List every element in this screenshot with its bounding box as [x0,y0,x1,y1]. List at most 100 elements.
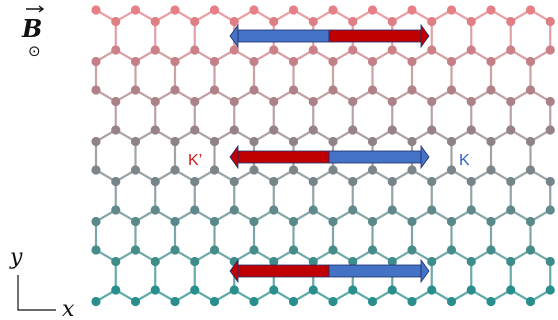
lattice-atom [466,205,476,215]
lattice-atom [427,256,437,267]
lattice-atom [427,176,437,187]
lattice-atom [229,16,239,27]
lattice-atom [427,96,437,107]
out-of-plane-icon: ⊙ [28,42,41,60]
lattice-atom [288,5,299,15]
lattice-atom [209,165,220,175]
lattice-atom [407,216,417,227]
lattice-atom [130,136,141,147]
lattice-atom [150,125,160,135]
lattice-atom [525,85,536,95]
lattice-atom [506,45,516,55]
lattice-atom [190,45,200,55]
lattice-atom [545,16,555,27]
x-axis-label: x [62,297,75,320]
lattice-atom [387,176,397,187]
lattice-atom [486,165,496,175]
lattice-atom [249,245,259,255]
vector-arrow-icon [26,5,45,13]
lattice-atom [190,176,200,187]
lattice-atom [446,136,457,147]
lattice-atom [91,56,101,67]
lattice-atom [308,205,318,215]
lattice-atom [446,245,457,255]
lattice-atom [150,16,160,27]
axes-corner-icon [17,275,56,311]
lattice-atom [170,56,180,67]
lattice-atom [288,245,299,255]
lattice-atom [427,285,437,295]
lattice-atom [466,176,476,187]
lattice-atom [545,205,555,215]
lattice-atom [130,245,141,255]
right-arrowhead-icon [420,144,430,170]
lattice-atom [545,285,555,295]
lattice-atom [269,205,279,215]
lattice-atom [269,96,279,107]
lattice-atom [328,216,338,227]
lattice-atom [446,85,457,95]
lattice-atom [229,45,239,55]
lattice-atom [328,56,338,67]
lattice-atom [249,85,259,95]
lattice-atom [348,16,358,27]
lattice-atom [190,205,200,215]
lattice-atom [308,96,318,107]
lattice-atom [486,85,496,95]
lattice-atom [91,245,101,255]
lattice-atom [328,136,338,147]
lattice-atom [466,256,476,267]
lattice-atom [427,125,437,135]
lattice-atom [111,285,121,295]
lattice-atom [170,296,180,307]
lattice-atom [525,216,536,227]
lattice-atom [348,96,358,107]
magnetic-field-label: B ⊙ [21,5,45,60]
lattice-atom [407,5,417,15]
lattice-atom [545,45,555,55]
lattice-atom [545,125,555,135]
lattice-atom [506,205,516,215]
top-edge-arrows [229,23,430,49]
lattice-atom [249,5,259,15]
lattice-atom [308,125,318,135]
right-arrow-shaft [328,150,422,164]
lattice-atom [150,256,160,267]
lattice-atom [269,176,279,187]
lattice-atom [209,136,220,147]
lattice-atom [209,5,220,15]
lattice-atom [308,45,318,55]
y-axis-label: y [9,245,23,270]
lattice-atom [506,125,516,135]
honeycomb-lattice [91,5,555,307]
lattice-atom [446,165,457,175]
lattice-atom [427,16,437,27]
lattice-atom [348,285,358,295]
lattice-atom [170,136,180,147]
lattice-atom [150,205,160,215]
left-arrow-shaft [237,150,330,164]
lattice-atom [209,296,220,307]
lattice-atom [367,296,378,307]
lattice-atom [525,56,536,67]
left-arrowhead-icon [229,144,239,170]
lattice-atom [111,125,121,135]
lattice-atom [91,85,101,95]
lattice-atom [170,5,180,15]
lattice-atom [466,285,476,295]
lattice-atom [190,256,200,267]
valley-label-k: K [459,152,470,169]
lattice-atom [525,5,536,15]
lattice-atom [466,45,476,55]
lattice-atom [288,296,299,307]
lattice-atom [387,125,397,135]
lattice-atom [209,85,220,95]
lattice-atom [407,56,417,67]
lattice-atom [130,56,141,67]
lattice-atom [446,296,457,307]
right-arrowhead-icon [420,258,430,284]
lattice-atom [506,96,516,107]
lattice-atom [269,285,279,295]
lattice-atom [190,285,200,295]
lattice-atom [288,85,299,95]
